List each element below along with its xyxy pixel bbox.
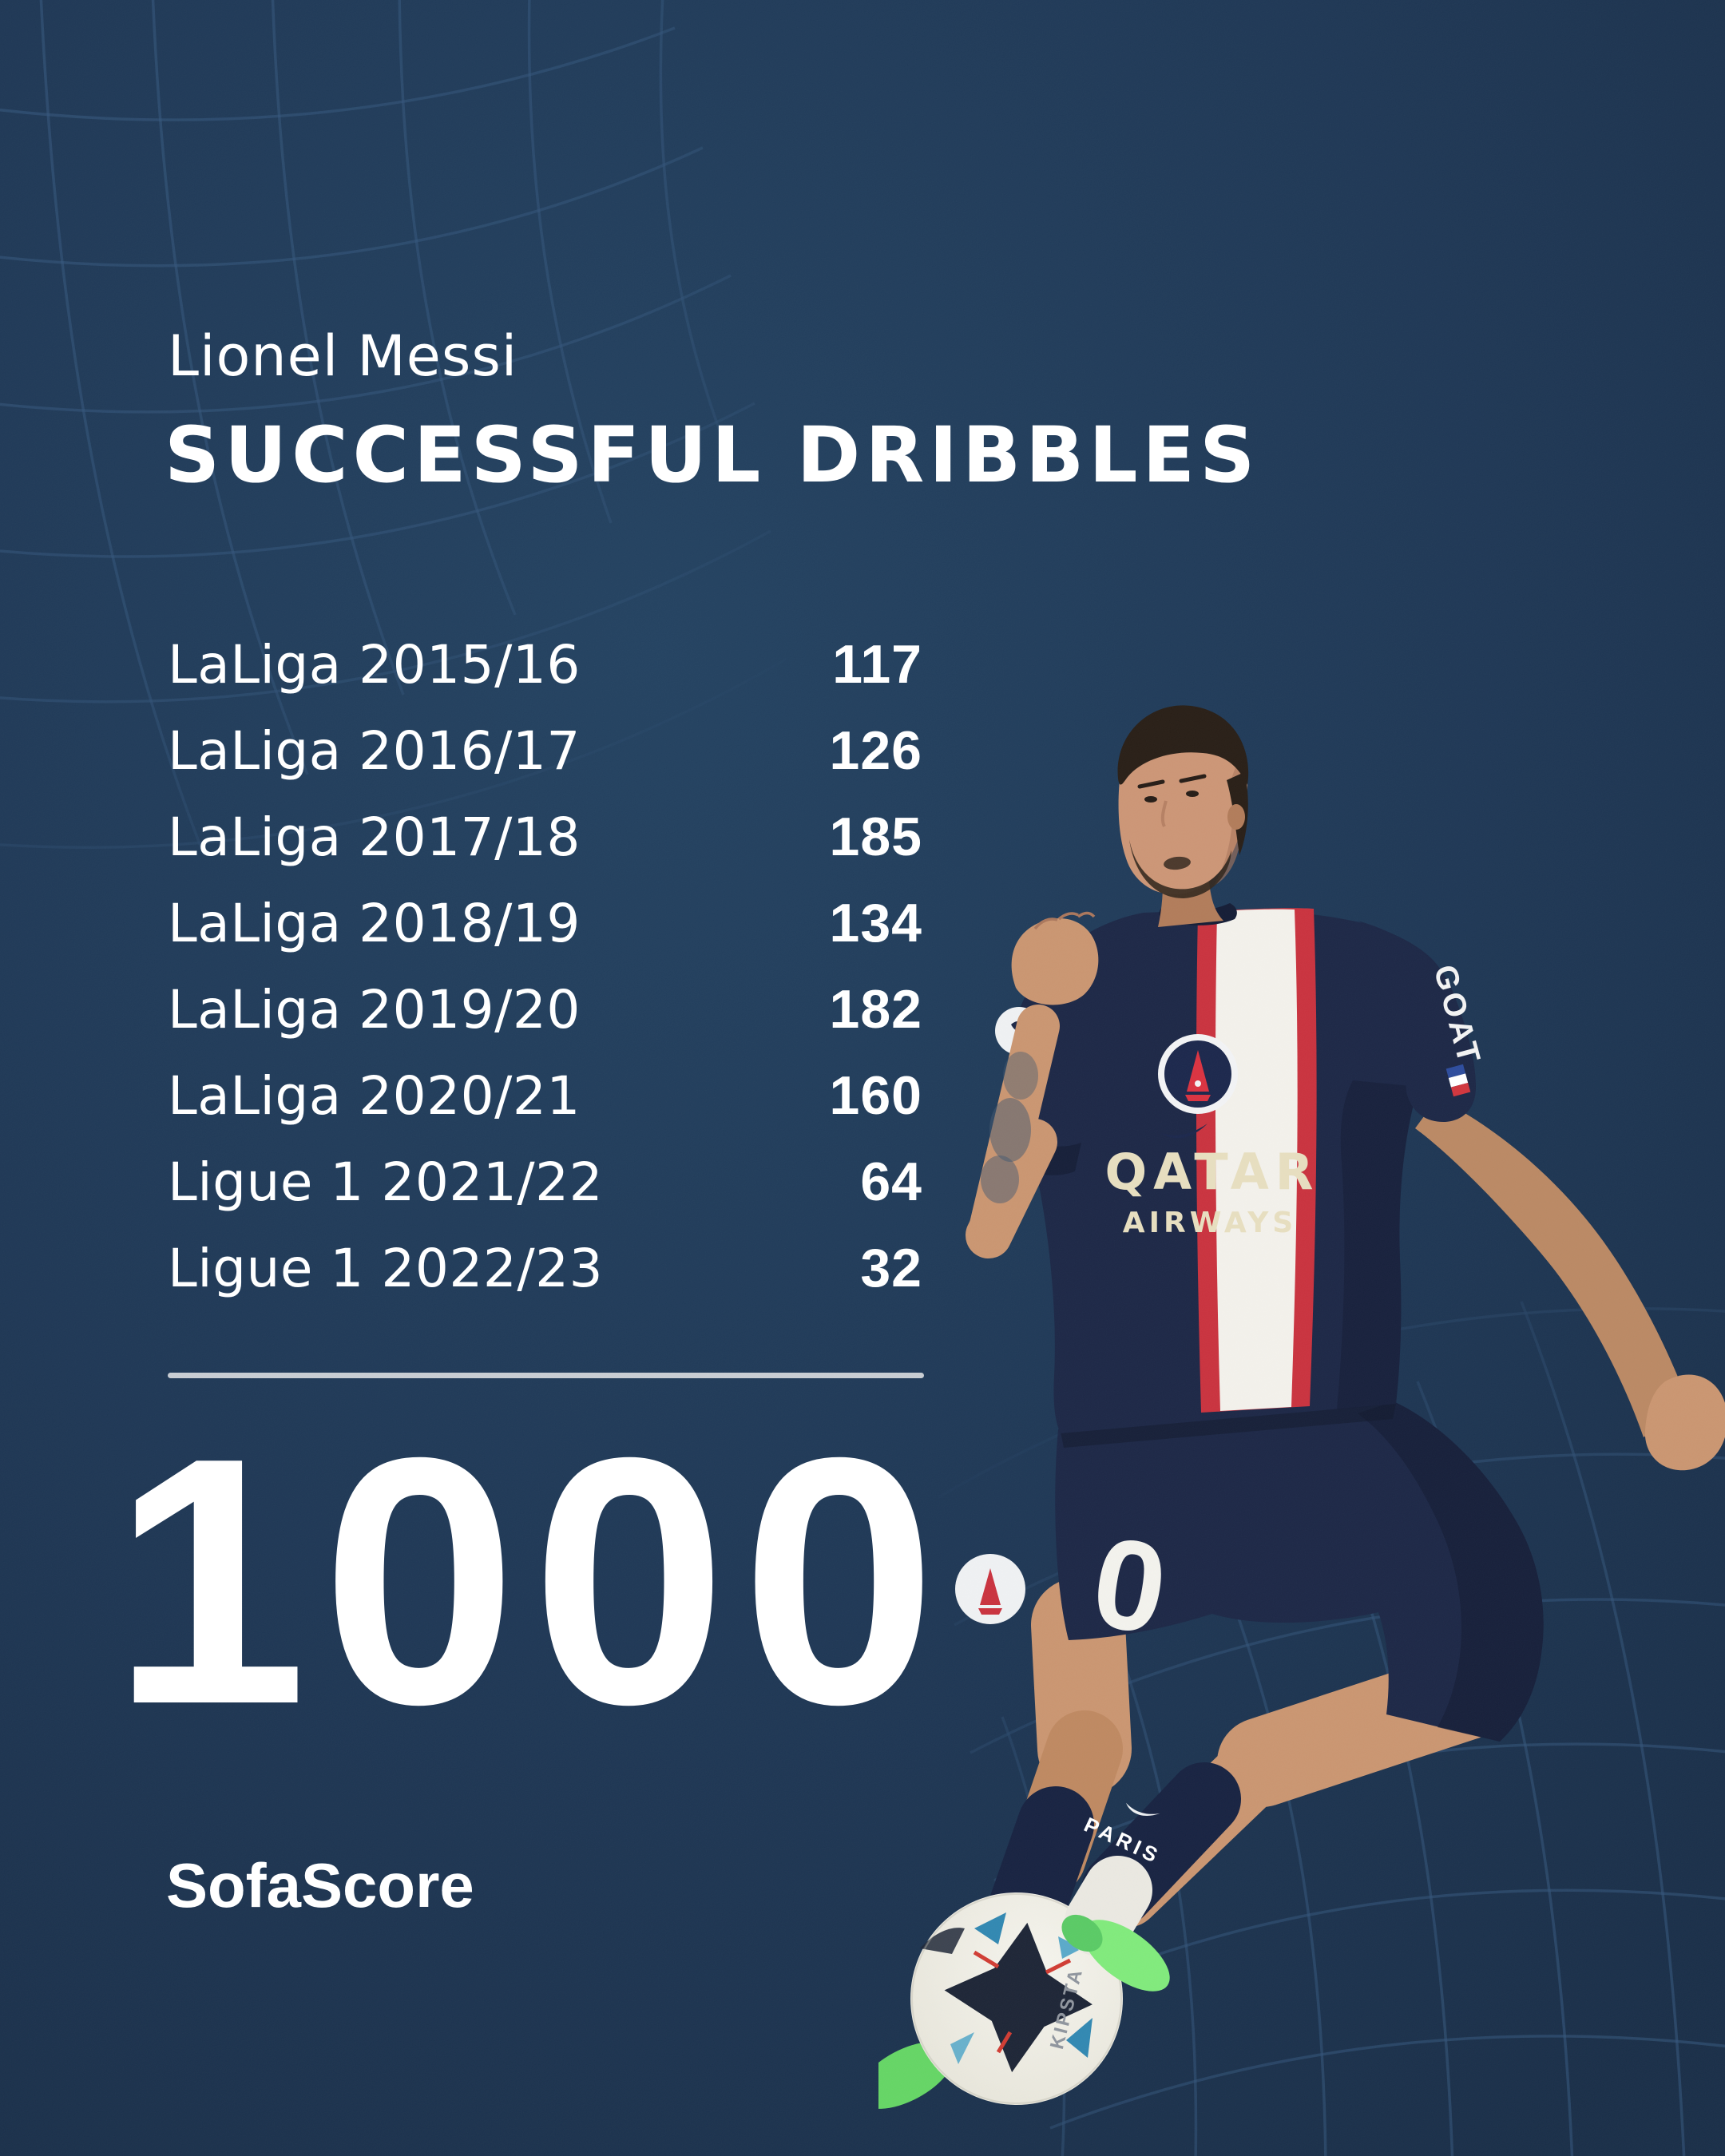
player-name: Lionel Messi bbox=[168, 323, 518, 389]
eye bbox=[1186, 791, 1199, 797]
head bbox=[1117, 705, 1249, 927]
stat-row: LaLiga 2020/21 160 bbox=[168, 1052, 922, 1139]
stat-row: LaLiga 2019/20 182 bbox=[168, 966, 922, 1052]
stat-row: LaLiga 2018/19 134 bbox=[168, 880, 922, 966]
shorts-crest bbox=[955, 1554, 1025, 1624]
season-label: LaLiga 2018/19 bbox=[168, 892, 581, 954]
sponsor-line1: QATAR bbox=[1104, 1143, 1319, 1201]
page-title: SUCCESSFUL DRIBBLES bbox=[165, 410, 1260, 500]
season-label: LaLiga 2015/16 bbox=[168, 633, 581, 696]
season-label: Ligue 1 2022/23 bbox=[168, 1237, 604, 1299]
stat-row: Ligue 1 2021/22 64 bbox=[168, 1139, 922, 1225]
eye bbox=[1144, 796, 1157, 803]
psg-crest bbox=[1158, 1034, 1238, 1114]
stat-row: Ligue 1 2022/23 32 bbox=[168, 1225, 922, 1311]
back-arm bbox=[1415, 1098, 1725, 1471]
hand bbox=[1011, 918, 1099, 1005]
messi-photo: KIPSTA 0 PARIS bbox=[878, 705, 1725, 2109]
stat-row: LaLiga 2015/16 117 bbox=[168, 621, 922, 707]
season-label: LaLiga 2019/20 bbox=[168, 978, 581, 1040]
sofascore-logo: SofaScore bbox=[166, 1850, 474, 1920]
ear bbox=[1227, 804, 1245, 830]
total-dribbles: 1000 bbox=[112, 1385, 951, 1778]
stat-row: LaLiga 2016/17 126 bbox=[168, 707, 922, 794]
season-label: LaLiga 2020/21 bbox=[168, 1064, 581, 1127]
stat-row: LaLiga 2017/18 185 bbox=[168, 794, 922, 880]
stats-list: LaLiga 2015/16 117 LaLiga 2016/17 126 La… bbox=[168, 621, 922, 1311]
season-label: LaLiga 2016/17 bbox=[168, 719, 581, 782]
season-label: LaLiga 2017/18 bbox=[168, 806, 581, 868]
sponsor-line2: AIRWAYS bbox=[1123, 1207, 1297, 1239]
total-divider-line bbox=[168, 1373, 924, 1378]
season-label: Ligue 1 2021/22 bbox=[168, 1151, 604, 1213]
